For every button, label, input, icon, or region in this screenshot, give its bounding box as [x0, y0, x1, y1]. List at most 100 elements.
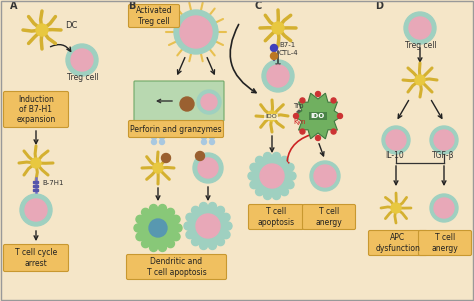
Circle shape: [184, 222, 192, 230]
Circle shape: [210, 135, 215, 139]
Polygon shape: [294, 93, 342, 139]
Circle shape: [71, 49, 93, 71]
Circle shape: [166, 208, 174, 216]
Circle shape: [271, 45, 277, 51]
Circle shape: [66, 44, 98, 76]
Circle shape: [382, 126, 410, 154]
Circle shape: [260, 164, 284, 188]
Text: T cell
apoptosis: T cell apoptosis: [257, 207, 294, 227]
Circle shape: [434, 130, 454, 150]
Circle shape: [195, 151, 204, 160]
Circle shape: [310, 161, 340, 191]
Circle shape: [138, 208, 178, 248]
Bar: [34, 181, 38, 183]
Text: DC: DC: [65, 21, 77, 30]
Text: T cell
anergy: T cell anergy: [316, 207, 342, 227]
Text: C: C: [255, 1, 262, 11]
Circle shape: [267, 111, 277, 121]
Text: Induction
of B7-H1
expansion: Induction of B7-H1 expansion: [17, 95, 55, 124]
Circle shape: [159, 129, 164, 135]
Circle shape: [174, 224, 182, 232]
Circle shape: [196, 214, 220, 238]
Circle shape: [409, 17, 431, 39]
Circle shape: [271, 52, 277, 60]
Text: B: B: [128, 1, 136, 11]
Text: IDO: IDO: [265, 114, 277, 119]
Circle shape: [273, 191, 281, 200]
Bar: [34, 185, 38, 187]
Circle shape: [286, 181, 294, 189]
Text: TGF-β: TGF-β: [432, 151, 455, 160]
Circle shape: [434, 198, 454, 218]
Circle shape: [152, 129, 156, 135]
Circle shape: [150, 204, 157, 213]
Circle shape: [331, 129, 336, 134]
Text: Trp: Trp: [293, 103, 303, 109]
Circle shape: [264, 153, 272, 160]
Circle shape: [201, 94, 217, 110]
FancyBboxPatch shape: [128, 120, 224, 138]
Text: D: D: [375, 1, 383, 11]
Text: Perforin and granzymes: Perforin and granzymes: [130, 125, 222, 134]
Circle shape: [150, 244, 157, 252]
Text: IL-10: IL-10: [385, 151, 404, 160]
Circle shape: [158, 204, 166, 213]
Circle shape: [337, 113, 343, 119]
Circle shape: [31, 158, 41, 168]
Circle shape: [209, 241, 217, 250]
Circle shape: [222, 231, 230, 239]
Circle shape: [201, 139, 207, 144]
Circle shape: [180, 16, 212, 48]
Circle shape: [281, 188, 289, 196]
Circle shape: [186, 231, 194, 239]
Circle shape: [281, 156, 289, 164]
Circle shape: [248, 172, 256, 180]
Circle shape: [316, 92, 320, 97]
FancyBboxPatch shape: [128, 5, 180, 27]
Circle shape: [250, 181, 258, 189]
Circle shape: [210, 129, 215, 135]
Circle shape: [134, 224, 142, 232]
Text: Kyn: Kyn: [293, 119, 306, 125]
Circle shape: [209, 203, 217, 210]
Circle shape: [262, 60, 294, 92]
Circle shape: [288, 172, 296, 180]
Circle shape: [386, 130, 406, 150]
Circle shape: [159, 135, 164, 139]
Circle shape: [201, 129, 207, 135]
Circle shape: [166, 240, 174, 248]
Circle shape: [250, 163, 258, 171]
Circle shape: [36, 24, 48, 36]
Circle shape: [191, 237, 200, 246]
Circle shape: [174, 10, 218, 54]
Text: Treg cell: Treg cell: [67, 73, 99, 82]
Text: A: A: [10, 1, 18, 11]
Text: Activated
Treg cell: Activated Treg cell: [136, 6, 172, 26]
Circle shape: [314, 165, 336, 187]
Circle shape: [158, 244, 166, 252]
Circle shape: [252, 156, 292, 196]
Text: Dendritic and
T cell apoptosis: Dendritic and T cell apoptosis: [146, 257, 206, 277]
Circle shape: [136, 233, 144, 241]
Circle shape: [198, 158, 218, 178]
Circle shape: [149, 219, 167, 237]
Circle shape: [200, 203, 208, 210]
FancyBboxPatch shape: [419, 231, 472, 256]
Circle shape: [430, 126, 458, 154]
Circle shape: [186, 213, 194, 221]
FancyBboxPatch shape: [248, 204, 303, 229]
Circle shape: [153, 163, 163, 173]
Circle shape: [316, 135, 320, 141]
Circle shape: [136, 215, 144, 223]
Circle shape: [267, 65, 289, 87]
FancyBboxPatch shape: [368, 231, 428, 256]
Circle shape: [200, 241, 208, 250]
Text: IDO: IDO: [311, 113, 325, 119]
Text: T cell cycle
arrest: T cell cycle arrest: [15, 248, 57, 268]
Circle shape: [25, 199, 47, 221]
Circle shape: [255, 156, 264, 164]
Circle shape: [391, 203, 401, 213]
Circle shape: [273, 153, 281, 160]
FancyBboxPatch shape: [3, 244, 69, 272]
Circle shape: [300, 129, 305, 134]
